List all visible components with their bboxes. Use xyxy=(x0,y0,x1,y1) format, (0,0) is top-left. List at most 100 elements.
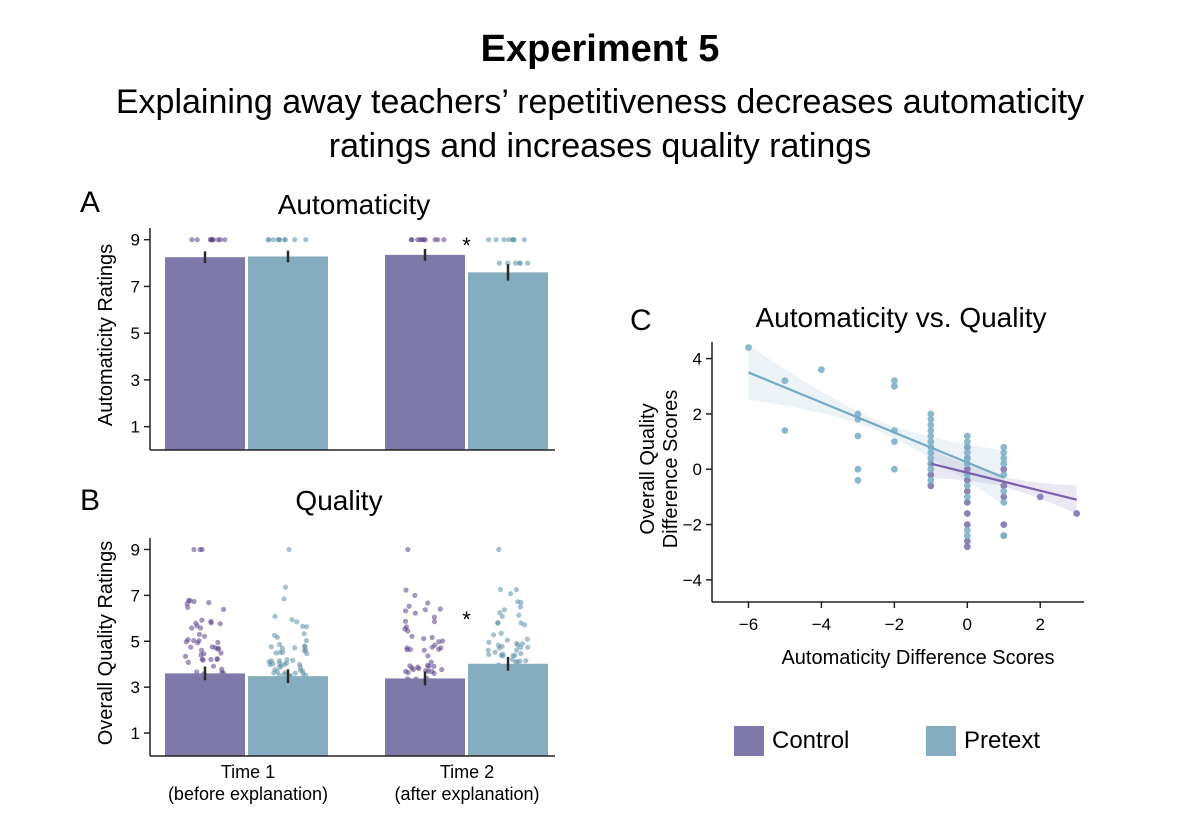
y-tick-label: 5 xyxy=(131,324,140,343)
panel-c-xlabel: Automaticity Difference Scores xyxy=(781,647,1054,669)
data-point xyxy=(525,260,531,266)
data-point xyxy=(421,237,427,243)
y-tick-label: 1 xyxy=(131,418,140,437)
data-point xyxy=(187,598,193,604)
data-point xyxy=(282,237,288,243)
scatter-point-pretext xyxy=(1000,443,1008,451)
data-point xyxy=(496,546,502,553)
data-point xyxy=(210,663,217,669)
data-point xyxy=(271,670,277,676)
panel-c-ylabel-line-2: Difference Scores xyxy=(660,390,682,549)
data-point xyxy=(208,618,214,625)
data-point xyxy=(300,623,306,630)
panel-a-title: Automaticity xyxy=(278,189,431,220)
panel-c-ylabel-line-1: Overall Quality xyxy=(637,403,659,534)
panel-c-scatter: C Automaticity vs. Quality Automaticity … xyxy=(630,302,1084,669)
scatter-point-pretext xyxy=(781,377,789,385)
panel-a-yaxis: 1 3 5 7 9 xyxy=(131,228,555,451)
data-point xyxy=(525,644,531,650)
data-point xyxy=(217,621,223,627)
data-point xyxy=(185,659,191,666)
subtitle-line-1: Explaining away teachers’ repetitiveness… xyxy=(115,83,1085,121)
panel-c-title: Automaticity vs. Quality xyxy=(756,302,1047,333)
data-point xyxy=(409,633,415,639)
y-tick-label: 2 xyxy=(693,405,702,424)
data-point xyxy=(410,666,416,673)
data-point xyxy=(429,668,435,675)
data-point xyxy=(431,614,437,620)
data-point xyxy=(485,647,491,653)
bar-control-time2 xyxy=(385,678,465,756)
legend-item-control: Control xyxy=(734,726,849,756)
scatter-point-pretext xyxy=(963,493,971,501)
data-point xyxy=(406,603,412,609)
scatter-point-pretext xyxy=(927,460,935,468)
data-point xyxy=(436,646,442,652)
scatter-point-pretext xyxy=(963,526,971,534)
data-point xyxy=(441,237,447,243)
data-point xyxy=(508,591,514,597)
data-point xyxy=(206,600,212,606)
data-point xyxy=(277,641,283,648)
data-point xyxy=(407,663,413,669)
data-point xyxy=(214,656,220,662)
data-point xyxy=(189,625,195,631)
bar-control-time2 xyxy=(385,254,465,450)
scatter-point-pretext xyxy=(1000,499,1008,506)
scatter-point-pretext xyxy=(927,449,935,456)
data-point xyxy=(281,671,287,677)
data-point xyxy=(513,647,520,653)
category-sublabel-time1: (before explanation) xyxy=(168,784,328,804)
data-point xyxy=(266,659,272,665)
data-point xyxy=(403,668,409,675)
data-point xyxy=(516,612,522,618)
data-point xyxy=(421,636,427,642)
data-point xyxy=(500,651,506,657)
data-point xyxy=(300,668,306,674)
data-point xyxy=(416,665,422,672)
data-point xyxy=(301,631,307,637)
data-point xyxy=(402,618,409,624)
data-point xyxy=(425,662,431,669)
data-point xyxy=(286,546,292,553)
scatter-point-pretext xyxy=(854,465,862,473)
fit-line-pretext xyxy=(748,371,1005,479)
scatter-point-pretext xyxy=(1000,460,1008,468)
data-point xyxy=(278,663,284,669)
data-point xyxy=(210,237,216,243)
data-point xyxy=(198,652,204,658)
data-point xyxy=(429,634,435,641)
y-tick-label: 9 xyxy=(131,231,140,250)
scatter-point-pretext xyxy=(891,465,898,473)
y-tick-label: −2 xyxy=(683,516,702,535)
data-point xyxy=(301,648,307,654)
scatter-point-pretext xyxy=(963,482,971,490)
data-point xyxy=(512,260,519,266)
scatter-point-pretext xyxy=(1000,532,1008,539)
panel-label-c: C xyxy=(630,304,652,337)
scatter-point-control xyxy=(963,537,971,545)
scatter-point-pretext xyxy=(854,476,862,484)
data-point xyxy=(497,586,504,593)
fit-line-control xyxy=(930,462,1077,501)
data-point xyxy=(265,237,271,243)
data-point xyxy=(432,237,438,243)
data-point xyxy=(412,610,418,616)
data-point xyxy=(273,650,279,656)
data-point xyxy=(271,632,278,638)
data-point xyxy=(501,607,507,613)
data-point xyxy=(303,237,309,243)
data-point xyxy=(289,617,295,623)
data-point xyxy=(496,645,502,651)
data-point xyxy=(199,546,205,553)
data-point xyxy=(517,658,523,664)
data-point xyxy=(511,237,517,243)
panel-label-a: A xyxy=(80,186,100,219)
category-label-time2: Time 2 xyxy=(440,762,494,782)
data-point xyxy=(504,637,510,643)
scatter-point-pretext xyxy=(963,532,971,539)
scatter-point-pretext xyxy=(963,454,971,462)
data-point xyxy=(490,632,497,638)
data-point xyxy=(272,613,278,619)
